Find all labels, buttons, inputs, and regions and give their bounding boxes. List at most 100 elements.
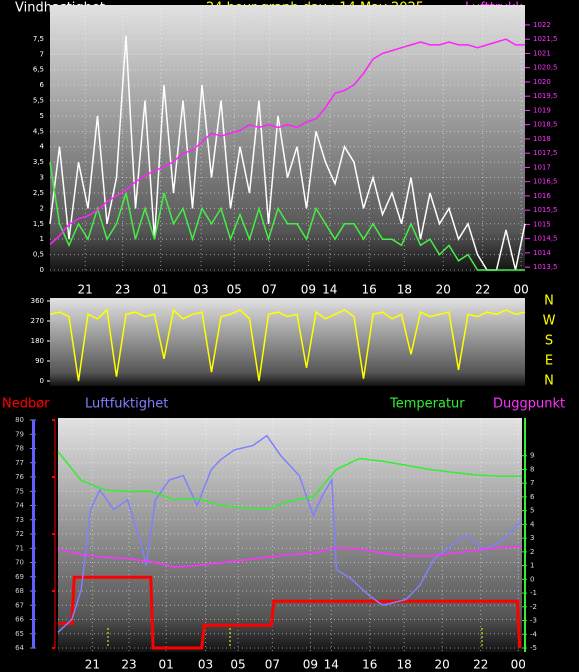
y-tick-label: 0 <box>40 266 44 274</box>
x-tick-label: 05 <box>227 283 242 297</box>
x-tick-label: 01 <box>153 283 168 297</box>
y2-tick-label: 1021,5 <box>533 35 558 43</box>
y2-tick-label: 1014,5 <box>533 235 558 243</box>
plot-area <box>58 418 522 652</box>
x-tick-label: 14 <box>322 283 337 297</box>
compass-label: S <box>545 334 553 349</box>
legend-label: Nedbør <box>2 397 50 412</box>
y2-tick-label: 1016 <box>533 192 551 200</box>
x-tick-label: 23 <box>115 283 130 297</box>
y-tick-label: 64 <box>15 644 24 652</box>
compass-label: W <box>543 314 556 329</box>
series-line <box>49 38 525 245</box>
y2-tick-label: 3 <box>530 534 534 542</box>
y-tick-label: 69 <box>15 573 24 581</box>
y-tick-label: 5,5 <box>33 97 44 105</box>
y2-tick-label: -2 <box>530 603 537 611</box>
y-tick-label: 5 <box>40 112 44 120</box>
y-tick-label: 360 <box>31 297 44 305</box>
series-line <box>57 434 523 633</box>
x-tick-label: 14 <box>324 658 339 672</box>
x-tick-label: 09 <box>303 658 318 672</box>
x-tick-label: 18 <box>397 283 412 297</box>
y2-tick-label: -1 <box>530 589 537 597</box>
compass-label: N <box>544 374 554 389</box>
y2-tick-label: 1018,5 <box>533 121 558 129</box>
y-tick-label: 270 <box>31 317 44 325</box>
y2-tick-label: 7 <box>530 479 534 487</box>
y-tick-label: 75 <box>15 487 24 495</box>
x-tick-label: 16 <box>362 283 377 297</box>
y-tick-label: 72 <box>15 530 24 538</box>
y-tick-label: 65 <box>15 630 24 638</box>
rain-markers <box>107 628 483 648</box>
x-tick-label: 03 <box>193 283 208 297</box>
y-tick-label: 7,5 <box>33 35 44 43</box>
y2-tick-label: 6 <box>530 493 535 501</box>
y-tick-label: 3 <box>40 174 44 182</box>
y2-tick-label: 1019 <box>533 106 551 114</box>
series-line <box>49 162 525 271</box>
y-tick-label: 1,5 <box>33 220 44 228</box>
y2-tick-label: 1017 <box>533 163 551 171</box>
y-tick-label: 68 <box>15 587 24 595</box>
humidity-axis <box>32 420 35 648</box>
y-tick-label: 79 <box>15 430 24 438</box>
y-tick-label: 0,5 <box>33 251 44 259</box>
y2-tick-label: 1020 <box>533 78 551 86</box>
y-tick-label: 90 <box>35 357 44 365</box>
y2-tick-label: 8 <box>530 465 534 473</box>
y2-tick-label: 1015 <box>533 220 551 228</box>
y-tick-label: 66 <box>15 616 24 624</box>
y-tick-label: 2,5 <box>33 189 44 197</box>
y2-tick-label: 1013,5 <box>533 263 558 271</box>
y-tick-label: 1 <box>40 235 44 243</box>
y2-tick-label: 9 <box>530 452 534 460</box>
y2-tick-label: 1020,5 <box>533 64 558 72</box>
x-tick-label: 16 <box>362 658 377 672</box>
legend-label: Duggpunkt <box>493 397 565 412</box>
series-line <box>57 545 523 568</box>
y-tick-label: 70 <box>15 559 24 567</box>
y2-tick-label: 4 <box>530 520 535 528</box>
y2-tick-label: 1017,5 <box>533 149 558 157</box>
series-line <box>58 575 522 650</box>
y2-tick-label: 0 <box>530 575 534 583</box>
y2-tick-label: 1016,5 <box>533 178 558 186</box>
x-tick-label: 20 <box>436 283 451 297</box>
y2-tick-label: 1014 <box>533 249 551 257</box>
x-tick-label: 01 <box>158 658 173 672</box>
y-tick-label: 71 <box>15 544 24 552</box>
y-tick-label: 76 <box>15 473 24 481</box>
series-line <box>49 35 526 271</box>
y2-tick-label: -3 <box>530 617 537 625</box>
y-tick-label: 0 <box>40 377 44 385</box>
y2-tick-label: 1021 <box>533 49 551 57</box>
y-tick-label: 2 <box>40 204 44 212</box>
y2-tick-label: 5 <box>530 507 534 515</box>
y2-tick-label: 1 <box>530 562 534 570</box>
x-tick-label: 22 <box>473 658 488 672</box>
y-tick-label: 7 <box>40 50 44 58</box>
y-tick-label: 3,5 <box>33 158 44 166</box>
x-tick-label: 23 <box>121 658 136 672</box>
y2-tick-label: 1015,5 <box>533 206 558 214</box>
y2-tick-label: -5 <box>530 644 537 652</box>
x-tick-label: 03 <box>198 658 213 672</box>
y-tick-label: 4,5 <box>33 127 44 135</box>
y-tick-label: 67 <box>15 601 24 609</box>
x-tick-label: 18 <box>397 658 412 672</box>
x-tick-label: 20 <box>435 658 450 672</box>
series-line <box>57 451 522 511</box>
y-tick-label: 180 <box>31 337 44 345</box>
x-tick-label: 07 <box>262 283 277 297</box>
x-tick-label: 00 <box>514 283 529 297</box>
x-tick-label: 09 <box>301 283 316 297</box>
y-tick-label: 74 <box>15 502 24 510</box>
legend-label: Luftfuktighet <box>85 397 168 412</box>
y2-tick-label: 1018 <box>533 135 551 143</box>
compass-label: N <box>544 294 554 309</box>
y-tick-label: 6,5 <box>33 66 44 74</box>
x-tick-label: 21 <box>85 658 100 672</box>
